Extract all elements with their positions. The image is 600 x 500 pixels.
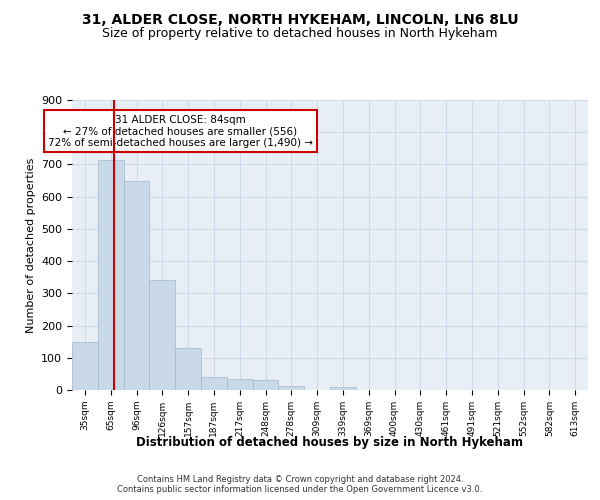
Text: 31, ALDER CLOSE, NORTH HYKEHAM, LINCOLN, LN6 8LU: 31, ALDER CLOSE, NORTH HYKEHAM, LINCOLN,…: [82, 12, 518, 26]
Bar: [72, 342, 98, 390]
Bar: [330, 387, 356, 390]
Bar: [201, 377, 227, 390]
Bar: [253, 380, 278, 390]
Bar: [124, 180, 149, 390]
Bar: [227, 378, 253, 390]
Text: Size of property relative to detached houses in North Hykeham: Size of property relative to detached ho…: [102, 28, 498, 40]
Text: Contains HM Land Registry data © Crown copyright and database right 2024.
Contai: Contains HM Land Registry data © Crown c…: [118, 474, 482, 494]
Text: 31 ALDER CLOSE: 84sqm
← 27% of detached houses are smaller (556)
72% of semi-det: 31 ALDER CLOSE: 84sqm ← 27% of detached …: [48, 114, 313, 148]
Bar: [98, 160, 124, 390]
Y-axis label: Number of detached properties: Number of detached properties: [26, 158, 35, 332]
Text: Distribution of detached houses by size in North Hykeham: Distribution of detached houses by size …: [137, 436, 523, 449]
Bar: [175, 348, 201, 390]
Bar: [278, 386, 304, 390]
Bar: [149, 280, 175, 390]
